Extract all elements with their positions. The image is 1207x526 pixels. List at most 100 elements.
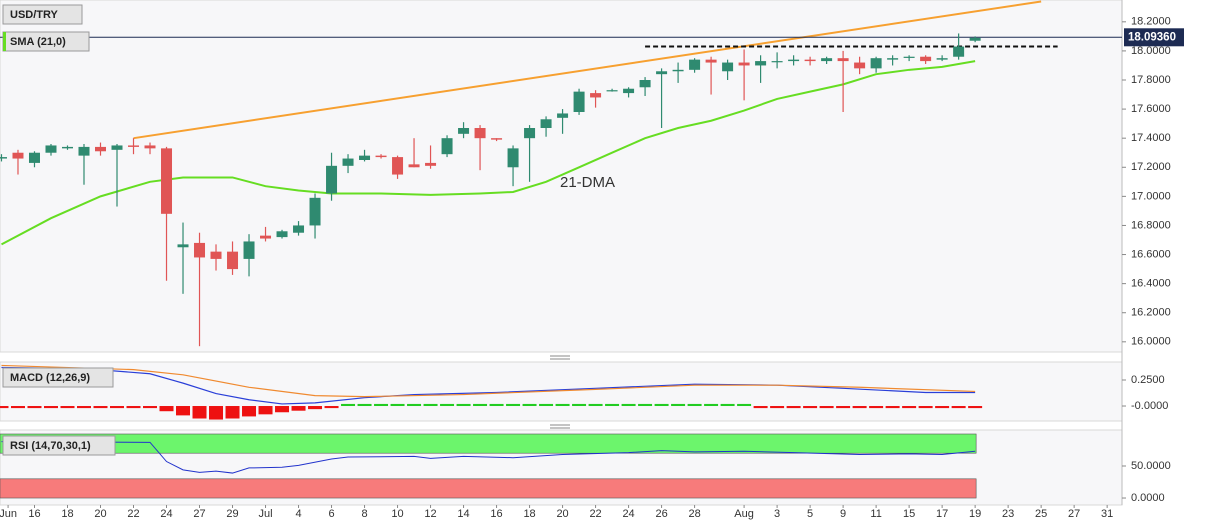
histogram-bar [423,403,438,407]
candle-body [936,58,948,60]
x-tick-label: 31 [1101,508,1113,520]
candle-body [870,58,882,69]
histogram-bar [110,406,125,409]
histogram-bar [192,406,207,419]
y-tick-label: 17.8000 [1131,74,1171,86]
x-tick-label: 18 [61,508,73,520]
y-tick-label: 16.0000 [1131,336,1171,348]
candle-body [491,138,503,140]
candle-body [474,128,486,139]
candle-body [144,145,156,149]
candle-body [425,162,437,166]
legend-box [2,435,116,456]
y-tick-label: 0.2500 [1131,374,1165,386]
candle-body [28,152,40,163]
x-tick-label: 20 [556,508,568,520]
candle-body [837,58,849,62]
histogram-bar [786,406,801,409]
resize-handle[interactable] [550,355,570,360]
annotation: 21-DMA [560,174,615,191]
histogram-bar [918,406,933,409]
x-tick-label: 14 [457,508,469,520]
y-tick-label: 17.6000 [1131,103,1171,115]
y-tick-label: 16.8000 [1131,219,1171,231]
rsi-band [0,433,977,454]
y-tick-label: 18.2000 [1131,16,1171,28]
histogram-bar [654,403,669,407]
candle-body [375,155,387,158]
histogram-bar [390,403,405,407]
x-tick-label: 12 [424,508,436,520]
x-tick-label: 9 [840,508,846,520]
x-tick-label: 4 [295,508,301,520]
histogram-bar [588,403,603,407]
legend-label: RSI (14,70,30,1) [10,440,91,452]
x-tick-label: Aug [734,508,754,520]
histogram-bar [60,406,75,409]
histogram-bar [819,406,834,409]
y-tick-label: 0.0000 [1131,492,1165,504]
candle-body [128,145,140,147]
histogram-bar [885,406,900,409]
candle-body [953,46,965,57]
histogram-bar [638,403,653,407]
histogram-bar [621,403,636,407]
candle-body [903,56,915,58]
histogram-bar [324,406,339,409]
histogram-bar [76,406,91,409]
histogram-bar [407,403,422,407]
x-tick-label: Jul [258,508,272,520]
histogram-bar [308,406,323,410]
x-tick-label: 27 [193,508,205,520]
histogram-bar [605,403,620,407]
histogram-bar [572,403,587,407]
candle-body [458,128,470,134]
histogram-bar [671,403,686,407]
candle-body [227,251,239,270]
x-tick-label: 22 [589,508,601,520]
x-tick-label: 6 [328,508,334,520]
candle-body [788,59,800,62]
histogram-bar [869,406,884,409]
histogram-bar [803,406,818,409]
x-tick-label: 20 [94,508,106,520]
x-tick-label: 29 [226,508,238,520]
legend-box [2,367,114,388]
histogram-bar [506,403,521,407]
y-tick-label: 16.2000 [1131,307,1171,319]
resize-handle[interactable] [550,424,570,429]
histogram-bar [852,406,867,409]
x-tick-label: 18 [523,508,535,520]
histogram-bar [687,403,702,407]
histogram-bar [143,406,158,409]
y-tick-label: 17.0000 [1131,190,1171,202]
candle-body [392,157,404,175]
candle-body [656,71,668,75]
x-tick-label: 8 [361,508,367,520]
candle-body [359,155,371,160]
histogram-bar [951,406,966,409]
candle-body [689,59,701,70]
y-tick-label: 17.2000 [1131,161,1171,173]
histogram-bar [555,403,570,407]
histogram-bar [291,406,306,411]
x-tick-label: 19 [969,508,981,520]
last-price-box [1124,28,1184,47]
x-tick-label: 26 [655,508,667,520]
histogram-bar [0,406,9,409]
histogram-bar [704,403,719,407]
histogram-bar [522,403,537,407]
x-tick-label: 16 [28,508,40,520]
candle-body [804,59,816,62]
histogram-bar [968,406,983,409]
histogram-bar [473,403,488,407]
histogram-bar [27,406,42,409]
histogram-bar [242,406,257,417]
candle-body [557,113,569,118]
candle-body [12,152,24,159]
candle-body [408,164,420,168]
candle-body [309,197,321,226]
candle-body [260,235,272,239]
candle-body [194,242,206,258]
x-tick-label: 23 [1002,508,1014,520]
